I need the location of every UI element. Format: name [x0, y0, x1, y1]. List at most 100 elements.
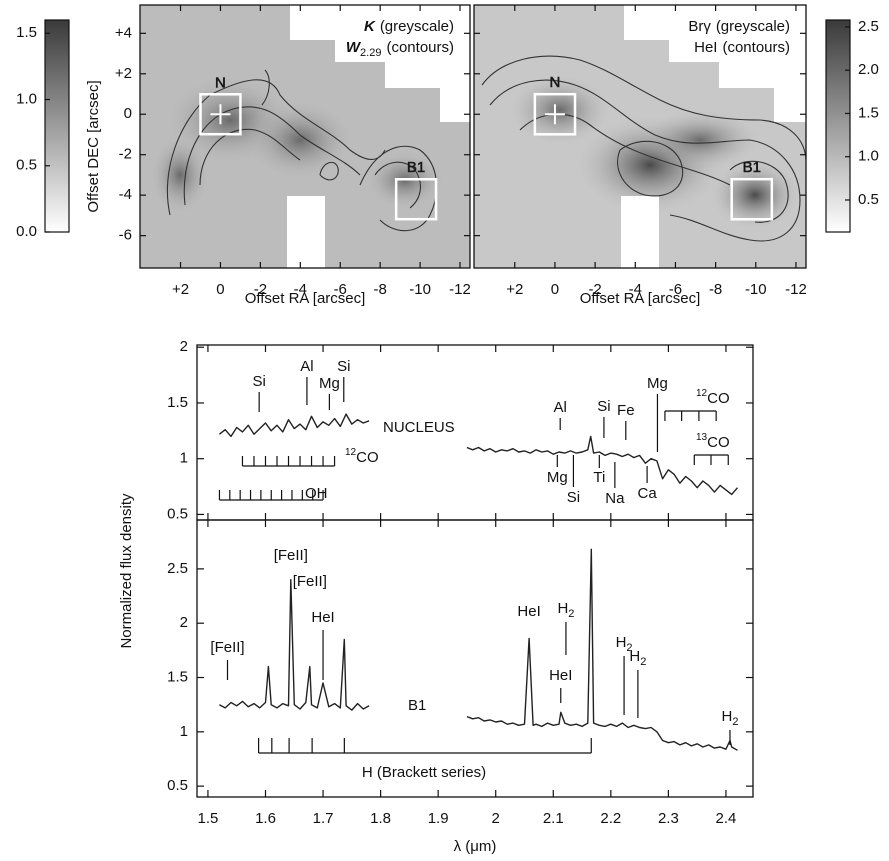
- y-tick-label: +2: [115, 65, 132, 82]
- y-tick-label: -6: [119, 227, 132, 244]
- x-axis-label: Offset RA [arcsec]: [245, 290, 366, 307]
- line-label: H2: [629, 648, 646, 668]
- contour: [489, 79, 801, 242]
- line-label-text: Mg: [547, 469, 568, 486]
- y-tick-label: 0.5: [167, 505, 188, 522]
- contour: [166, 79, 386, 216]
- colorbar-tick-label: 1.0: [16, 90, 37, 107]
- y-tick-label: -2: [119, 146, 132, 163]
- map-blank: [290, 5, 470, 122]
- line-label: Mg: [547, 469, 568, 486]
- x-tick-label: 2: [492, 810, 500, 827]
- x-tick-label: 0: [551, 281, 559, 298]
- map-emission: [640, 110, 760, 170]
- colorbar-tick-label: 0.5: [858, 191, 879, 208]
- ladder-label-text: CO: [707, 434, 730, 451]
- panel-label-text: W: [346, 39, 362, 56]
- subscript: 2: [568, 608, 574, 620]
- line-label-text: Si: [567, 489, 580, 506]
- y-tick-label: 1: [180, 450, 188, 467]
- line-label: Ti: [593, 469, 605, 486]
- panel-label-rest: (contours): [722, 39, 790, 56]
- line-label: HeI: [549, 667, 572, 684]
- frame: [473, 4, 807, 269]
- map-emission: [150, 135, 210, 215]
- panel-label-text: HeI: [694, 39, 717, 56]
- colorbar-tick-label: 0.5: [16, 157, 37, 174]
- x-tick-label: 2.3: [658, 810, 679, 827]
- line-label-text: [FeII]: [210, 639, 244, 656]
- colorbar-tick-label: 1.0: [858, 148, 879, 165]
- line-label-text: Ca: [638, 485, 658, 502]
- line-label-text: H: [616, 634, 627, 651]
- x-tick-label: 1.5: [198, 810, 219, 827]
- y-tick-label: 1: [180, 723, 188, 740]
- spectrum-line: [466, 548, 738, 751]
- ladder-label: 12CO: [696, 388, 730, 407]
- panel-label-text: Brγ: [688, 18, 711, 35]
- x-tick-label: -12: [449, 281, 471, 298]
- colorbar-tick-label: 1.5: [16, 24, 37, 41]
- map-blank: [624, 5, 806, 122]
- line-label-text: H: [629, 648, 640, 665]
- line-label-text: H: [557, 600, 568, 617]
- line-label-text: [FeII]: [274, 547, 308, 564]
- contour: [359, 145, 438, 232]
- y-axis-label: Normalized flux density: [118, 493, 135, 649]
- line-label-text: HeI: [549, 667, 572, 684]
- x-tick-label: -4: [629, 281, 642, 298]
- x-tick-label: -6: [334, 281, 347, 298]
- ladder-label: H (Brackett series): [362, 764, 486, 781]
- ladder-label-text: OH: [305, 485, 328, 502]
- x-tick-label: -10: [409, 281, 431, 298]
- line-label: [FeII]: [274, 547, 308, 564]
- map-blank: [287, 196, 325, 268]
- panel-label: W2.29 (contours): [346, 39, 454, 59]
- contour: [729, 160, 789, 223]
- panel-label: NUCLEUS: [383, 419, 455, 436]
- region-label: N: [215, 74, 226, 91]
- spectrum-line: [466, 435, 739, 496]
- superscript: 12: [696, 388, 708, 399]
- contour: [481, 55, 806, 161]
- superscript: 12: [345, 447, 357, 458]
- contour: [183, 106, 361, 206]
- region-label: B1: [743, 159, 761, 176]
- ladder-label: 13CO: [696, 432, 730, 451]
- x-tick-label: -10: [745, 281, 767, 298]
- y-tick-label: 1.5: [167, 394, 188, 411]
- panel-label: K (greyscale): [364, 18, 454, 35]
- panel-label-rest: (greyscale): [380, 18, 454, 35]
- y-tick-label: 2.5: [167, 560, 188, 577]
- line-label: H2: [721, 708, 738, 728]
- subscript: 2: [732, 716, 738, 728]
- y-axis-label: Offset DEC [arcsec]: [85, 80, 102, 212]
- frame: [196, 519, 754, 798]
- frame: [139, 4, 471, 269]
- y-tick-label: 0: [124, 105, 132, 122]
- region-box: [533, 92, 577, 136]
- colorbar-tick-label: 0.0: [16, 223, 37, 240]
- line-label: Fe: [617, 402, 635, 419]
- spectrum-line: [218, 413, 370, 438]
- line-label: Al: [300, 358, 313, 375]
- x-tick-label: 1.8: [370, 810, 391, 827]
- y-tick-label: 0.5: [167, 777, 188, 794]
- line-label-text: [FeII]: [293, 573, 327, 590]
- line-label: Si: [567, 489, 580, 506]
- map-image: [474, 5, 806, 268]
- colorbar: [44, 19, 70, 233]
- line-label: Mg: [319, 375, 340, 392]
- panel-label: HeI (contours): [694, 39, 790, 56]
- contour: [199, 128, 301, 186]
- region-box: [730, 177, 774, 221]
- subscript: 2.29: [360, 47, 381, 59]
- superscript: 13: [696, 432, 708, 443]
- spectrum-line: [219, 579, 370, 711]
- line-label-text: Na: [605, 490, 625, 507]
- x-tick-label: 1.7: [313, 810, 334, 827]
- x-tick-label: -2: [254, 281, 267, 298]
- line-label-text: Si: [337, 358, 350, 375]
- map-image: [140, 5, 470, 268]
